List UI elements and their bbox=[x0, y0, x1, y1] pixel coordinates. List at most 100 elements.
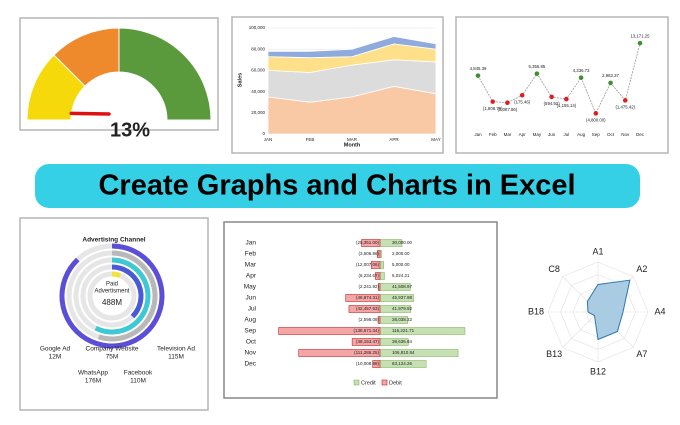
x-tick-label: Dec bbox=[636, 132, 645, 137]
data-label: 4,336.73 bbox=[573, 68, 590, 73]
x-axis-label: Month bbox=[344, 142, 361, 148]
gauge-needle bbox=[69, 111, 111, 116]
gauge-label: 13% bbox=[110, 119, 150, 141]
data-label: 41,508.97 bbox=[392, 284, 413, 289]
chart-title: Advertising Channel bbox=[82, 237, 145, 244]
legend-label: Debit bbox=[389, 380, 402, 386]
x-tick-label: Apr bbox=[519, 132, 527, 137]
x-tick-label: Feb bbox=[489, 132, 497, 137]
data-label: 116,221.71 bbox=[392, 328, 415, 333]
axis-label: A4 bbox=[654, 306, 665, 316]
panel bbox=[19, 217, 209, 411]
category-label: Television Ad bbox=[157, 346, 195, 353]
point bbox=[505, 100, 510, 106]
radar-spoke bbox=[562, 311, 599, 348]
x-tick-label: JAN bbox=[264, 137, 273, 142]
bar bbox=[345, 294, 381, 302]
line bbox=[477, 43, 641, 115]
x-tick-label: APR bbox=[389, 137, 399, 142]
data-label: (2,087.86) bbox=[498, 107, 518, 112]
value-label: 12M bbox=[49, 354, 62, 361]
legend-swatch bbox=[381, 379, 388, 386]
data-label: (10,008.98) bbox=[356, 361, 380, 366]
bar bbox=[298, 349, 381, 357]
value-label: 115M bbox=[168, 354, 184, 361]
point bbox=[519, 92, 525, 98]
data-label: (175.46) bbox=[514, 99, 531, 104]
point bbox=[475, 73, 481, 78]
value-label: 110M bbox=[130, 378, 146, 385]
ring-arc bbox=[112, 271, 122, 278]
x-tick-label: Mar bbox=[504, 132, 512, 137]
ring-arc bbox=[112, 264, 144, 319]
bar bbox=[351, 338, 381, 346]
category-label: Facebook bbox=[124, 370, 153, 377]
axis-label: B13 bbox=[546, 349, 562, 359]
data-label: (3,606.86) bbox=[358, 251, 379, 256]
x-tick-label: FEB bbox=[306, 137, 315, 142]
data-label: (138,671.34) bbox=[353, 328, 379, 333]
point bbox=[578, 75, 584, 80]
x-tick-label: Jul bbox=[563, 132, 569, 137]
center-label: Paid bbox=[106, 282, 118, 288]
banner-title: Create Graphs and Charts in Excel bbox=[98, 170, 575, 202]
data-label: 38,636.84 bbox=[392, 339, 413, 344]
data-label: 5,000.00 bbox=[392, 262, 410, 267]
y-tick-label: Aug bbox=[244, 317, 256, 324]
axis-label: B12 bbox=[590, 366, 606, 376]
axis-label: C8 bbox=[548, 264, 560, 274]
data-label: 2,983.37 bbox=[602, 73, 619, 78]
data-label: (4,800.00) bbox=[586, 117, 606, 122]
category-label: WhatsApp bbox=[78, 370, 108, 377]
point bbox=[608, 80, 613, 86]
y-tick-label: Dec bbox=[244, 361, 256, 368]
y-tick-label: Jun bbox=[246, 295, 257, 302]
y-tick-label: 80,000 bbox=[251, 46, 265, 51]
category-label: Company Website bbox=[86, 346, 139, 353]
data-label: 6,024.21 bbox=[392, 273, 410, 278]
y-tick-label: 40,000 bbox=[251, 89, 265, 94]
y-tick-label: Sep bbox=[244, 328, 256, 335]
bar bbox=[378, 283, 381, 291]
point bbox=[490, 99, 496, 104]
bar bbox=[377, 250, 381, 258]
y-axis-label: Sales bbox=[237, 73, 243, 87]
y-tick-label: 100,000 bbox=[249, 25, 266, 30]
center-label: Advertisment bbox=[94, 289, 129, 295]
data-label: (46,874.31) bbox=[356, 295, 380, 300]
bar bbox=[278, 327, 381, 335]
data-label: (1,155.14) bbox=[557, 103, 577, 108]
data-label: 30,000.00 bbox=[392, 240, 413, 245]
category-label: Google Ad bbox=[40, 346, 71, 353]
area bbox=[267, 36, 437, 59]
y-tick-label: 0 bbox=[262, 131, 265, 136]
data-label: 38,038.32 bbox=[392, 317, 413, 322]
data-label: (594.92) bbox=[544, 101, 561, 106]
axis-label: A1 bbox=[592, 246, 603, 256]
x-tick-label: MAY bbox=[431, 137, 440, 142]
legend-label: Credit bbox=[361, 380, 376, 386]
gauge-band bbox=[118, 27, 212, 121]
point bbox=[637, 40, 643, 46]
y-tick-label: May bbox=[244, 284, 257, 291]
y-tick-label: Mar bbox=[245, 262, 257, 269]
data-label: 41,979.92 bbox=[392, 306, 413, 311]
value-label: 176M bbox=[85, 378, 101, 385]
y-tick-label: Apr bbox=[246, 273, 257, 280]
bar bbox=[370, 261, 381, 269]
y-tick-label: Jan bbox=[246, 240, 257, 247]
bar bbox=[375, 272, 381, 280]
banner-bg bbox=[35, 164, 640, 208]
data-label: (2,241.92) bbox=[358, 284, 379, 289]
bar bbox=[379, 272, 385, 280]
point bbox=[593, 111, 599, 116]
data-label: (38,153.47) bbox=[356, 339, 380, 344]
data-label: (1,475.42) bbox=[615, 104, 635, 109]
data-label: 4,845.39 bbox=[470, 66, 487, 71]
point bbox=[622, 98, 628, 103]
bar bbox=[372, 360, 381, 368]
bar bbox=[361, 239, 381, 247]
total-label: 488M bbox=[102, 298, 122, 307]
x-tick-label: Jan bbox=[474, 132, 482, 137]
x-tick-label: May bbox=[533, 132, 542, 137]
